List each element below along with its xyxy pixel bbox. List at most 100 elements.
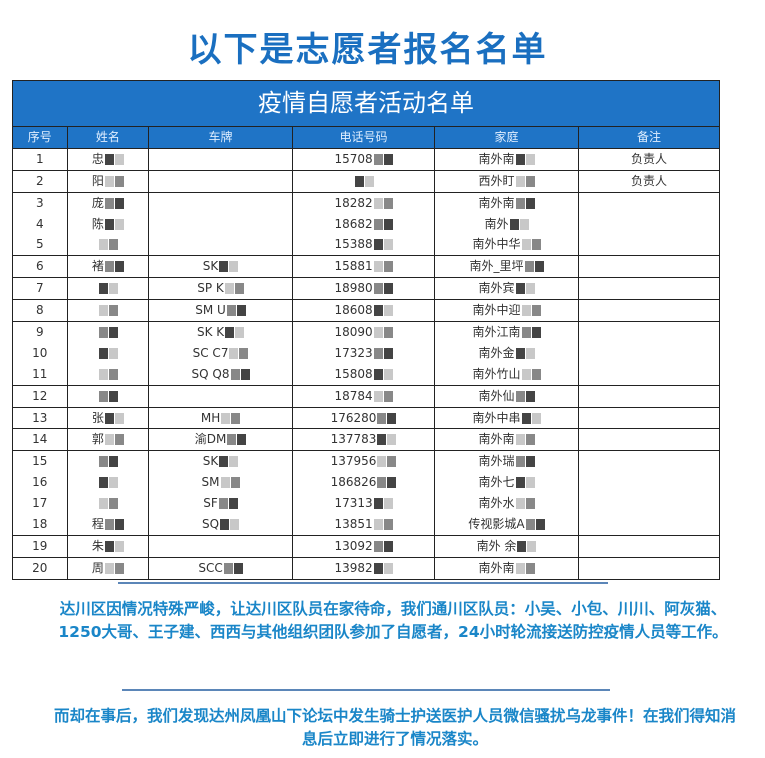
cell-text: 20 <box>32 560 48 575</box>
cell-text: 忠 <box>91 151 104 166</box>
table-row: 1 忠 15708 南外南 负责人 <box>13 147 719 170</box>
cell-plate: SQ Q8 <box>149 363 294 385</box>
redaction-block <box>521 239 531 251</box>
cell-note <box>579 214 719 235</box>
cell-note <box>579 536 719 557</box>
cell-text: 负责人 <box>631 151 668 166</box>
redaction-block <box>525 456 535 468</box>
table-row: 5 15388 南外中华 <box>13 234 719 256</box>
cell-plate <box>149 148 294 170</box>
redaction-block <box>98 305 108 317</box>
cell-name <box>68 322 150 343</box>
cell-text: 程 <box>91 517 104 532</box>
cell-addr: 南外_里坪 <box>435 256 580 278</box>
cell-phone: 15881 <box>293 256 436 278</box>
cell-addr: 南外瑞 <box>435 451 580 473</box>
cell-name: 忠 <box>68 148 150 170</box>
cell-text: 南外金 <box>478 345 515 360</box>
cell-addr: 南外水 <box>435 493 580 515</box>
redaction-block <box>114 197 124 209</box>
redaction-block <box>221 412 231 424</box>
redaction-block <box>114 412 124 424</box>
cell-no: 20 <box>13 557 68 579</box>
redaction-block <box>233 562 243 574</box>
redaction-block <box>373 562 383 574</box>
redaction-block <box>525 283 535 295</box>
redaction-block <box>98 283 108 295</box>
cell-phone: 13982 <box>293 557 436 579</box>
cell-name <box>68 234 150 256</box>
table-header: 序号 姓名 车牌 电话号码 家庭 备注 <box>13 126 719 148</box>
cell-no: 2 <box>13 170 68 192</box>
table-row: 7 SP K 18980 南外宾 <box>13 277 719 300</box>
redaction-block <box>531 239 541 251</box>
table-row: 18 程 SQ 13851 传视影城A <box>13 514 719 535</box>
redaction-block <box>525 347 535 359</box>
cell-text: SC C7 <box>192 345 229 360</box>
redaction-block <box>104 153 114 165</box>
cell-no: 7 <box>13 278 68 300</box>
cell-text: 15881 <box>334 259 373 274</box>
redaction-block <box>364 175 374 187</box>
redaction-block <box>230 519 240 531</box>
cell-no: 9 <box>13 322 68 343</box>
cell-phone: 17313 <box>293 493 436 515</box>
cell-text: 南外瑞 <box>478 454 515 469</box>
cell-text: 南外_里坪 <box>469 259 524 274</box>
table-row: 10 SC C7 17323 南外金 <box>13 342 719 364</box>
cell-name: 陈 <box>68 213 150 235</box>
cell-text: 4 <box>35 216 44 231</box>
cell-phone: 15708 <box>293 148 436 170</box>
redaction-block <box>525 562 535 574</box>
redaction-block <box>383 390 393 402</box>
cell-addr: 南外仙 <box>435 385 580 407</box>
cell-note <box>579 451 719 472</box>
redaction-block <box>525 498 535 510</box>
cell-text: SQ <box>202 517 220 532</box>
table-row: 14 郭 渝DM 137783 南外南 <box>13 428 719 451</box>
redaction-block <box>515 175 525 187</box>
cell-plate: SC C7 <box>149 342 294 364</box>
redaction-block <box>373 239 383 251</box>
redaction-block <box>108 347 118 359</box>
redaction-block <box>114 519 124 531</box>
cell-text: 10 <box>32 345 48 360</box>
cell-text: SP K <box>197 281 224 296</box>
redaction-block <box>219 456 229 468</box>
cell-no: 18 <box>13 514 68 535</box>
cell-text: 南外中串 <box>472 410 521 425</box>
redaction-block <box>525 519 535 531</box>
cell-no: 14 <box>13 429 68 451</box>
cell-name <box>68 451 150 473</box>
cell-addr: 南外南 <box>435 148 580 170</box>
cell-text: 13092 <box>334 538 373 553</box>
redaction-block <box>373 197 383 209</box>
cell-addr: 南外金 <box>435 342 580 364</box>
redaction-block <box>226 305 236 317</box>
redaction-block <box>373 519 383 531</box>
cell-text: 18682 <box>334 216 373 231</box>
redaction-block <box>228 498 238 510</box>
cell-text: 渝DM <box>194 432 227 447</box>
cell-text: 15 <box>32 454 48 469</box>
cell-no: 8 <box>13 300 68 322</box>
redaction-block <box>114 153 124 165</box>
cell-text: 庞 <box>91 195 104 210</box>
cell-no: 15 <box>13 451 68 473</box>
header-cell: 备注 <box>637 130 662 144</box>
cell-plate: SK <box>149 451 294 473</box>
cell-no: 4 <box>13 213 68 235</box>
cell-note <box>579 343 719 364</box>
cell-text: 6 <box>35 259 44 274</box>
cell-text: SK <box>202 454 219 469</box>
cell-plate: SM U <box>149 300 294 322</box>
redaction-block <box>219 261 229 273</box>
redaction-block <box>383 153 393 165</box>
cell-addr: 南外中华 <box>435 234 580 256</box>
table-title: 疫情自愿者活动名单 <box>13 81 719 126</box>
cell-name <box>68 493 150 515</box>
cell-text: 18608 <box>334 303 373 318</box>
redaction-block <box>224 283 234 295</box>
cell-no: 12 <box>13 385 68 407</box>
redaction-block <box>231 412 241 424</box>
